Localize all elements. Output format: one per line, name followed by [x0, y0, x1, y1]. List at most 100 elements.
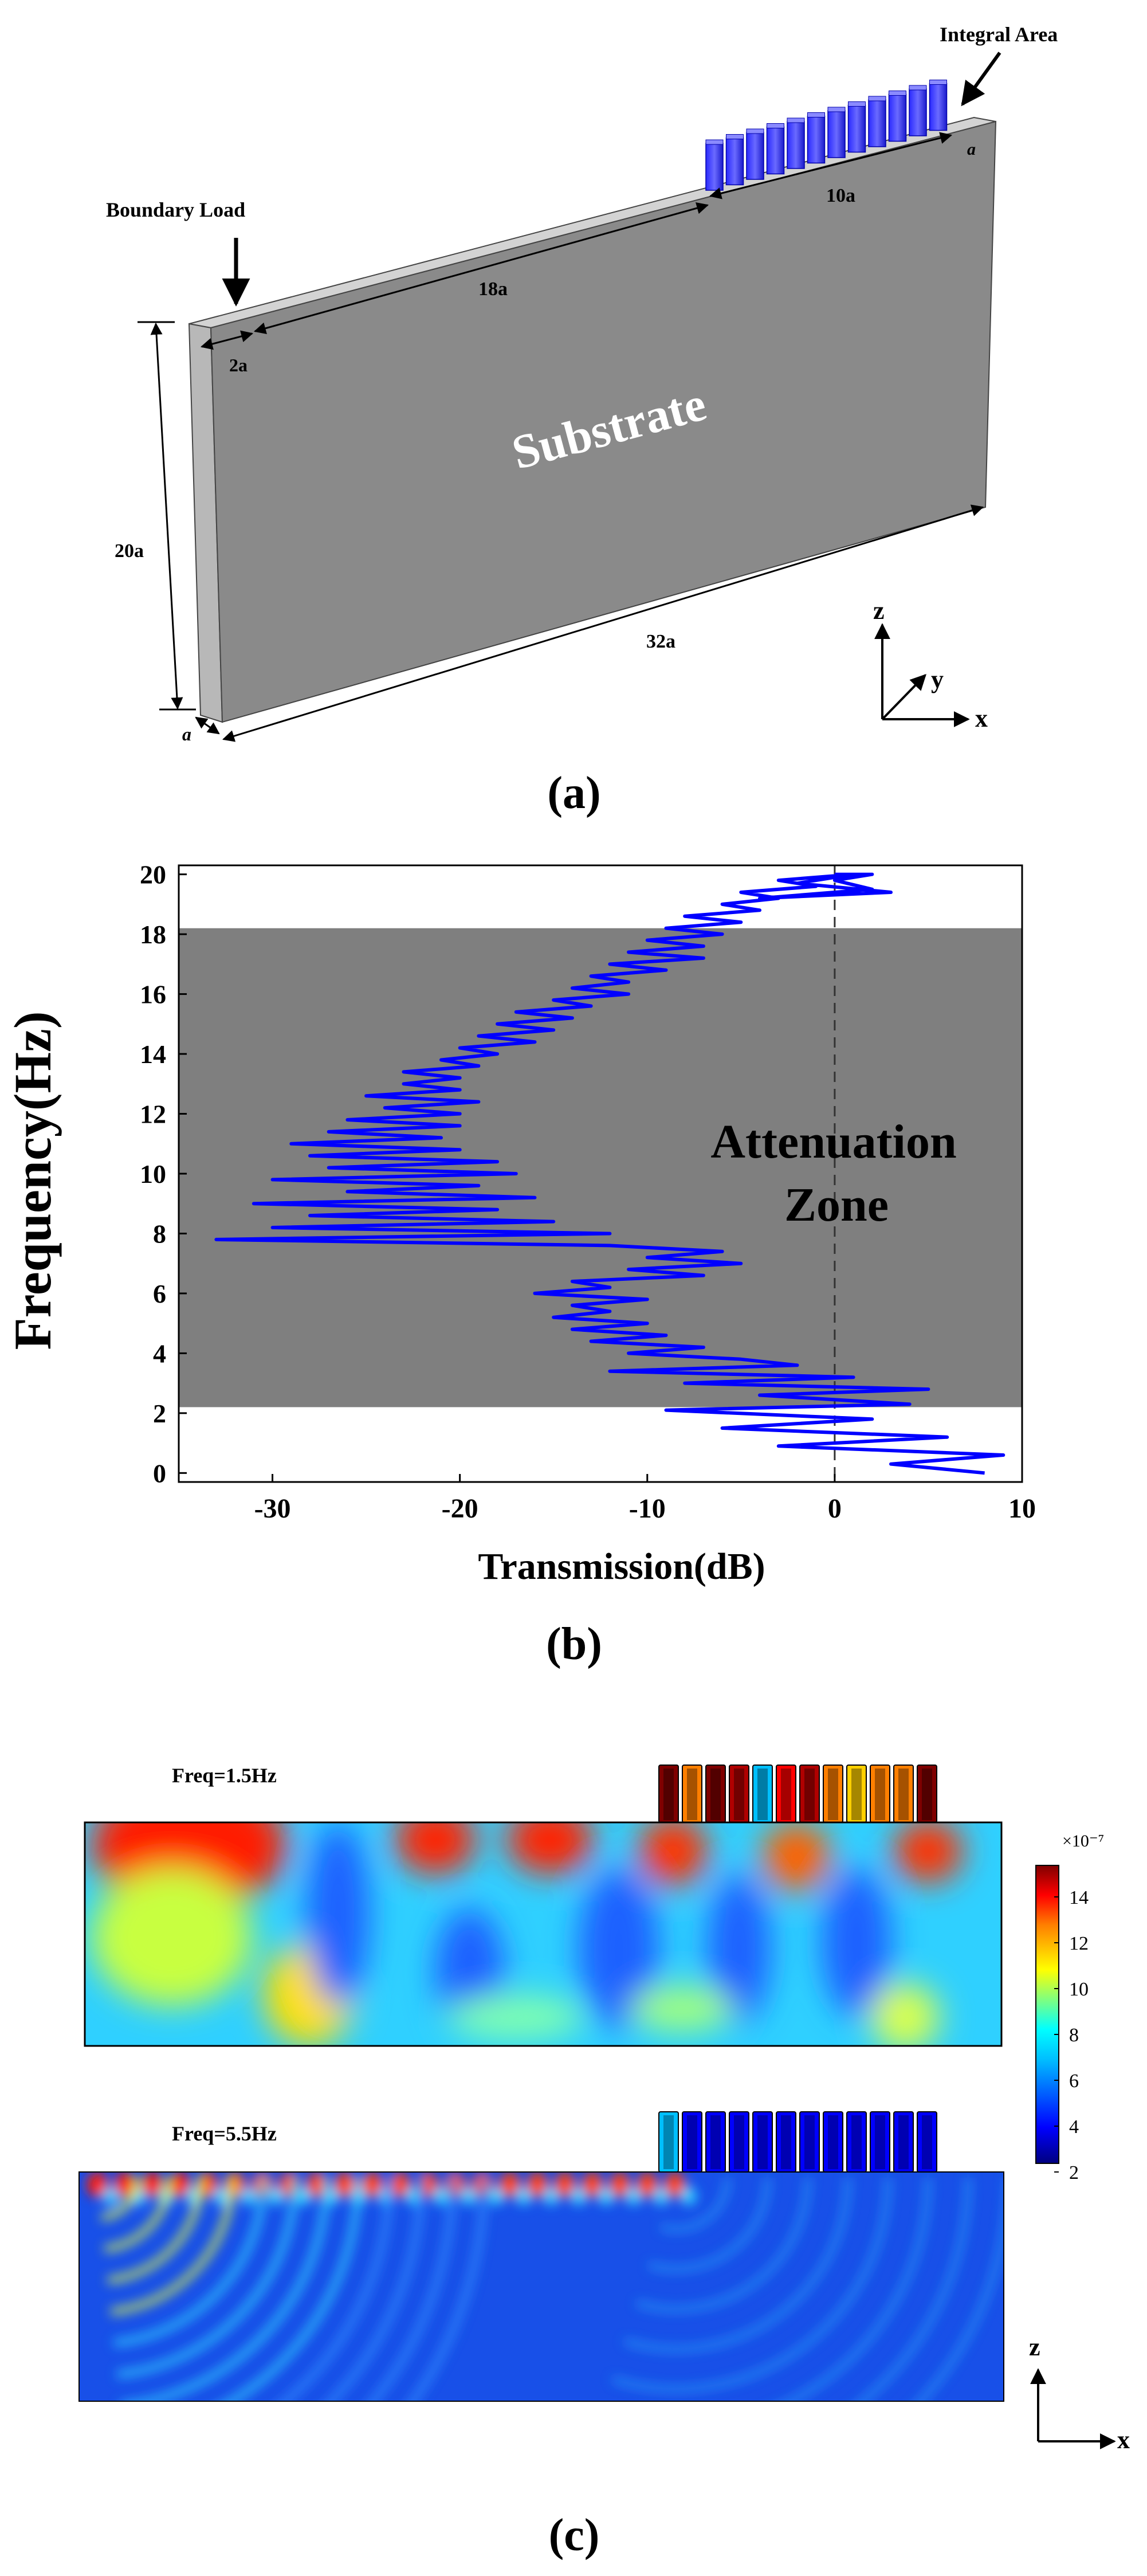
boundary-load-label: Boundary Load: [106, 198, 245, 221]
top-field-map: [85, 1822, 1001, 2046]
caption-c: (c): [549, 2510, 600, 2561]
resonator-cap: [705, 139, 724, 145]
colorbar-tick-label: 10: [1069, 1979, 1089, 2000]
surface-wave-trough: [103, 2187, 119, 2205]
bottom-freq-label: Freq=5.5Hz: [172, 2122, 277, 2145]
resonator-post: [746, 132, 764, 180]
surface-wave-trough: [268, 2187, 284, 2205]
radiating-wavefront: [104, 2177, 172, 2253]
radiating-wavefront: [113, 2177, 267, 2347]
y-tick-label: 12: [140, 1100, 166, 1129]
bottom-resonator-core: [828, 2115, 838, 2169]
y-tick-label: 2: [153, 1399, 166, 1428]
top-resonator-core: [875, 1769, 885, 1820]
resonator-post: [766, 126, 785, 175]
transmission-chart-svg: -30 -20 -10 0 10 0 2 4 6 8 10 12 14 16 18 20 Attenuatio…: [3, 860, 1036, 1669]
surface-wave-crest: [555, 2172, 575, 2197]
bottom-resonator-core: [781, 2115, 791, 2169]
dim-20a-label: 20a: [115, 540, 144, 562]
y-tick-label: 8: [153, 1219, 166, 1248]
radiating-wavefront: [101, 2177, 141, 2221]
surface-wave-trough: [571, 2187, 587, 2205]
surface-wave-crest: [527, 2172, 548, 2197]
bottom-resonator-core: [687, 2115, 697, 2169]
top-resonator-core: [687, 1769, 697, 1820]
surface-wave-trough: [653, 2187, 669, 2205]
resonator-post: [847, 104, 866, 153]
surface-wave-crest: [500, 2172, 520, 2197]
plot-frame: [178, 864, 1023, 1483]
dim-32a-line: [222, 504, 984, 742]
y-tick-label: 0: [153, 1458, 166, 1488]
right-wavefront: [917, 2210, 1004, 2401]
y-tick-label: 20: [140, 860, 166, 889]
top-resonator-core: [710, 1769, 721, 1820]
colorbar-tick-label: 8: [1069, 2025, 1079, 2046]
resonator-cap: [787, 117, 805, 123]
radiating-wavefront: [116, 2177, 298, 2378]
axes-triad-c: z x: [1029, 2333, 1130, 2454]
right-wavefront: [623, 2177, 851, 2352]
surface-wave-crest: [390, 2172, 410, 2197]
integral-area-label: Integral Area: [940, 23, 1058, 46]
top-resonator-core: [898, 1769, 909, 1820]
transmission-series-line: [214, 872, 1005, 1475]
surface-wave-trough: [488, 2187, 504, 2205]
colorbar-tick-label: 4: [1069, 2116, 1079, 2138]
surface-wave-crest: [115, 2172, 135, 2197]
radiating-wavefront: [225, 2177, 362, 2401]
axis-z-label-a: z: [873, 597, 885, 625]
resonator-cap: [909, 85, 927, 91]
caption-b: (b): [546, 1619, 602, 1669]
surface-wave-trough: [543, 2187, 559, 2205]
resonator-post: [909, 88, 927, 136]
top-resonator-core: [804, 1769, 815, 1820]
surface-wave-crest: [610, 2172, 630, 2197]
resonator-post: [807, 115, 826, 164]
surface-wave-trough: [241, 2187, 257, 2205]
right-wavefront: [611, 2177, 891, 2392]
y-tick-label: 18: [140, 920, 166, 949]
resonator-post: [787, 121, 805, 169]
bottom-resonators: [658, 2111, 937, 2173]
resonator-cap: [929, 80, 947, 85]
surface-wave-crest: [87, 2172, 108, 2197]
axis-x-label-a: x: [975, 704, 988, 732]
colorbar-tick-label: 12: [1069, 1933, 1089, 1954]
resonator-cap: [848, 101, 866, 107]
top-resonator-core: [781, 1769, 791, 1820]
resonator-cap: [746, 128, 764, 134]
surface-wave-crest: [362, 2172, 383, 2197]
axis-x-label-c: x: [1117, 2426, 1130, 2454]
top-resonator-core: [663, 1769, 674, 1820]
surface-wave-crest: [637, 2172, 658, 2197]
resonator-cap: [868, 96, 886, 101]
transmission-curve: [214, 872, 1005, 1475]
dim-18a-label: 18a: [478, 279, 508, 300]
dim-a-bottom-line: [195, 716, 220, 735]
resonator-cap: [807, 112, 825, 117]
y-tick-label: 4: [153, 1339, 166, 1368]
resonator-post: [888, 93, 907, 142]
axis-y-label-a: y: [931, 665, 944, 693]
y-tick-label: 6: [153, 1279, 166, 1308]
resonator-post: [705, 143, 724, 191]
top-freq-label: Freq=1.5Hz: [172, 1764, 277, 1787]
bottom-field-frame: [78, 2171, 1004, 2402]
x-tick-label: 10: [1008, 1493, 1036, 1524]
surface-wave-crest: [582, 2172, 603, 2197]
bottom-resonator-core: [757, 2115, 768, 2169]
radiating-wavefront: [408, 2177, 488, 2401]
x-tick-label: -10: [629, 1493, 666, 1524]
resonator-post: [725, 137, 744, 186]
dim-2a-line: [200, 330, 254, 350]
bottom-resonator-core: [851, 2115, 862, 2169]
top-resonator-core: [922, 1769, 932, 1820]
right-wavefront: [858, 2177, 971, 2401]
axis-ticks: -30 -20 -10 0 10 0 2 4 6 8 10 12 14 16 18 20: [140, 860, 1036, 1524]
dim-10a-line: [709, 132, 953, 199]
top-resonator-core: [851, 1769, 862, 1820]
resonator-cap: [767, 123, 784, 128]
radiating-wavefront: [327, 2177, 425, 2401]
zone-label-line2: Zone: [784, 1178, 889, 1232]
